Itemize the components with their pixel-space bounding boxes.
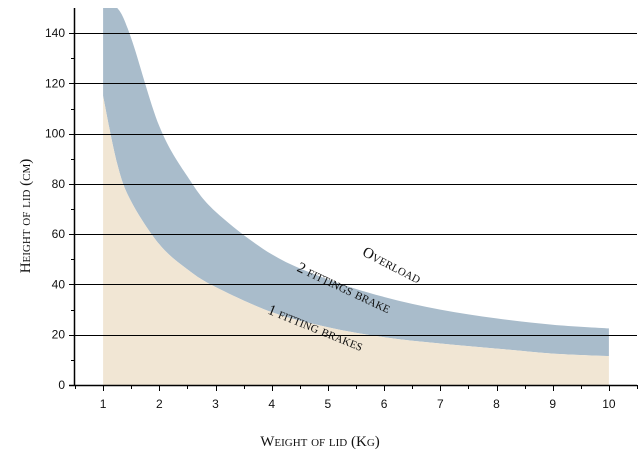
x-tick-label: 9 xyxy=(549,397,556,411)
series-areas xyxy=(103,8,609,385)
y-tick-label: 60 xyxy=(52,227,66,241)
y-tick-label: 80 xyxy=(52,177,66,191)
y-tick-label: 140 xyxy=(45,26,65,40)
y-tick-label: 120 xyxy=(45,76,65,90)
x-tick-label: 1 xyxy=(100,397,107,411)
y-axis-ticks: 0 20 40 60 80 100 120 140 xyxy=(45,26,75,392)
x-axis-title: Weight of lid (Kg) xyxy=(260,434,380,450)
x-tick-label: 7 xyxy=(437,397,444,411)
y-tick-label: 40 xyxy=(52,277,66,291)
x-tick-label: 2 xyxy=(156,397,163,411)
y-tick-label: 100 xyxy=(45,127,65,141)
y-tick-label: 0 xyxy=(58,378,65,392)
y-tick-label: 20 xyxy=(52,328,66,342)
gridlines xyxy=(75,33,637,336)
x-axis-ticks: 1 2 3 4 5 6 7 8 9 10 xyxy=(75,385,638,411)
x-tick-label: 8 xyxy=(493,397,500,411)
x-tick-label: 10 xyxy=(602,397,616,411)
x-tick-label: 3 xyxy=(212,397,219,411)
x-tick-label: 5 xyxy=(325,397,332,411)
y-axis-title: Height of lid (cm) xyxy=(18,159,34,274)
x-tick-label: 6 xyxy=(381,397,388,411)
series-area-2-fittings-brake xyxy=(103,8,609,357)
axes xyxy=(69,8,637,387)
series-area-1-fitting-brakes xyxy=(103,96,609,385)
x-tick-label: 4 xyxy=(268,397,275,411)
